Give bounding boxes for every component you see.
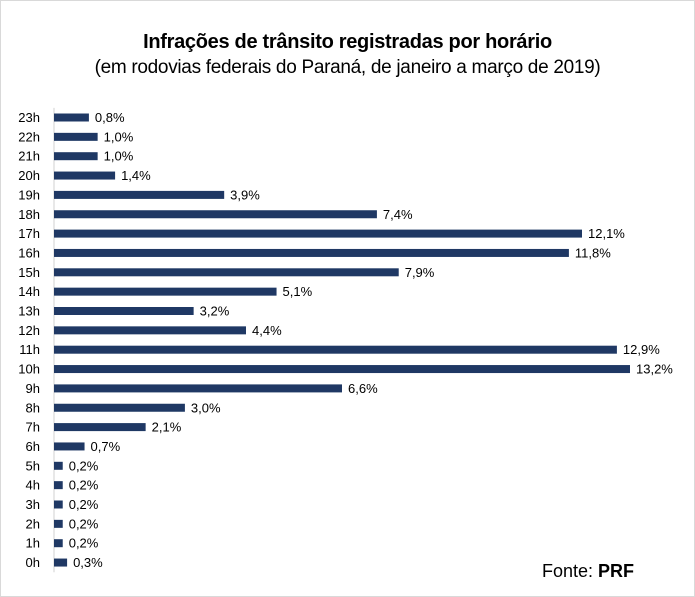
bar	[54, 442, 85, 451]
data-label: 7,9%	[405, 265, 435, 280]
data-label: 5,1%	[283, 284, 313, 299]
data-label: 11,8%	[575, 245, 611, 260]
data-label: 0,3%	[73, 555, 103, 570]
bar	[54, 365, 630, 374]
data-label: 0,2%	[69, 497, 99, 512]
data-label: 3,2%	[200, 304, 230, 319]
bar	[54, 113, 89, 122]
y-tick-label: 9h	[26, 381, 40, 396]
bar	[54, 345, 617, 354]
y-tick-label: 16h	[18, 245, 40, 260]
bar	[54, 229, 582, 238]
chart-title: Infrações de trânsito registradas por ho…	[143, 31, 552, 53]
bar	[54, 481, 63, 490]
y-tick-label: 12h	[18, 323, 40, 338]
data-label: 0,2%	[69, 516, 99, 531]
data-label: 3,0%	[191, 400, 221, 415]
bar	[54, 171, 116, 180]
data-label: 12,1%	[588, 226, 625, 241]
y-tick-label: 3h	[26, 497, 40, 512]
bar	[54, 132, 98, 141]
y-tick-label: 19h	[18, 187, 40, 202]
bar	[54, 190, 225, 199]
source-note: Fonte: PRF	[542, 561, 634, 582]
bar	[54, 519, 63, 528]
data-label: 0,2%	[69, 478, 99, 493]
bar	[54, 287, 277, 296]
y-tick-label: 2h	[26, 516, 40, 531]
bar	[54, 558, 68, 567]
y-tick-label: 14h	[18, 284, 40, 299]
y-tick-label: 1h	[26, 536, 40, 551]
bar	[54, 307, 194, 315]
data-label: 1,0%	[104, 129, 134, 144]
data-label: 4,4%	[252, 323, 282, 338]
source-org: PRF	[598, 561, 635, 581]
y-tick-label: 20h	[18, 168, 40, 183]
bar	[54, 403, 185, 412]
data-label: 1,4%	[121, 168, 151, 183]
data-label: 12,9%	[623, 342, 660, 357]
data-label: 0,2%	[69, 458, 99, 473]
source-label: Fonte:	[542, 561, 594, 581]
y-tick-label: 0h	[26, 555, 40, 570]
y-tick-label: 8h	[26, 400, 40, 415]
data-label: 0,8%	[95, 110, 125, 125]
bar	[54, 423, 146, 432]
y-tick-label: 4h	[26, 478, 40, 493]
data-label: 0,2%	[69, 536, 99, 551]
data-label: 3,9%	[230, 187, 260, 202]
bar	[54, 268, 399, 277]
y-tick-label: 18h	[18, 207, 40, 222]
data-label: 2,1%	[152, 420, 182, 435]
y-tick-label: 17h	[18, 226, 40, 241]
chart-subtitle: (em rodovias federais do Paraná, de jane…	[94, 57, 601, 78]
data-label: 6,6%	[348, 381, 378, 396]
bar	[54, 539, 63, 548]
bar	[54, 326, 246, 335]
bar	[54, 384, 342, 393]
data-label: 7,4%	[383, 207, 413, 222]
y-tick-label: 5h	[26, 458, 40, 473]
bar	[54, 500, 63, 509]
data-label: 1,0%	[104, 149, 134, 164]
y-tick-label: 23h	[18, 110, 40, 125]
y-tick-label: 21h	[18, 149, 40, 164]
y-tick-label: 6h	[26, 439, 40, 454]
y-tick-label: 15h	[18, 265, 40, 280]
bar	[54, 210, 377, 219]
data-label: 13,2%	[636, 362, 673, 377]
y-tick-label: 10h	[18, 362, 40, 377]
y-tick-label: 11h	[19, 342, 40, 357]
bar	[54, 461, 63, 470]
y-tick-label: 13h	[18, 304, 40, 319]
data-label: 0,7%	[91, 439, 121, 454]
bar	[54, 248, 569, 257]
bar	[54, 152, 98, 161]
y-tick-label: 22h	[18, 129, 40, 144]
y-tick-label: 7h	[26, 420, 40, 435]
